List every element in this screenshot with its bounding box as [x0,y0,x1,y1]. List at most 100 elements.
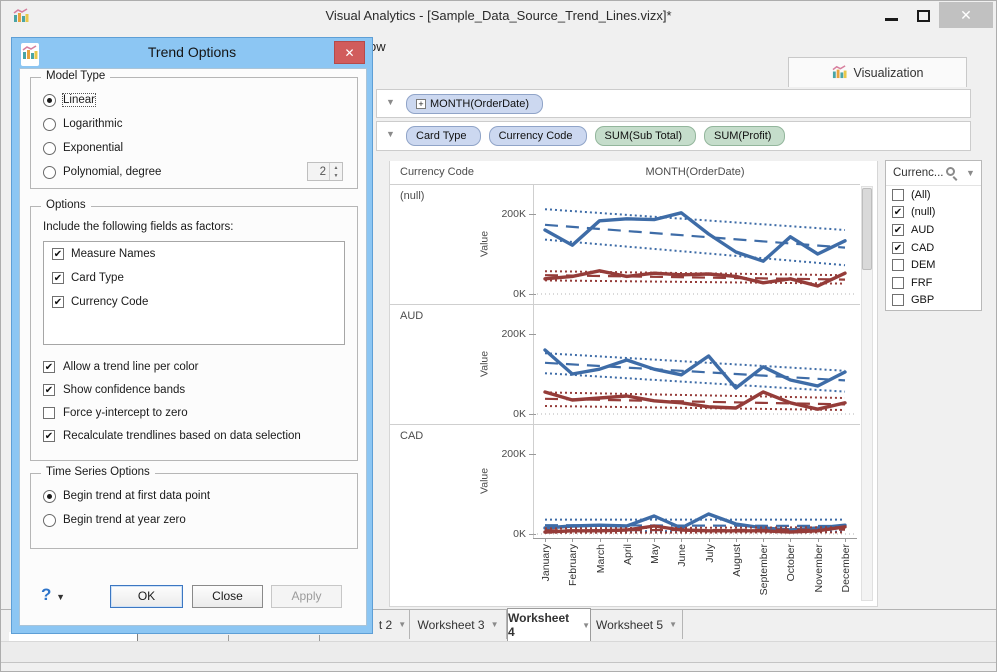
shelf-dropdown-icon[interactable]: ▼ [386,129,395,139]
panel-plot-null[interactable] [533,184,857,304]
chevron-down-icon[interactable]: ▼ [398,620,407,629]
checkbox-force-y-intercept-to-zero[interactable] [43,406,55,419]
y-tick-mark [529,454,536,455]
checkbox-dem[interactable] [892,259,904,272]
shelf-pill-month-orderdate[interactable]: + MONTH(OrderDate) [406,93,544,114]
chevron-down-icon[interactable]: ▼ [669,620,678,629]
filter-item-label: CAD [911,241,935,254]
model-type-option-logarithmic[interactable]: Logarithmic [43,116,357,132]
spinner-down-icon[interactable]: ▼ [333,172,339,179]
radio-linear[interactable] [43,93,56,107]
shelf-pill-sum-profit[interactable]: SUM(Profit) [703,126,786,146]
shelf-pill-card-type[interactable]: Card Type [406,126,481,146]
model-type-option-polynomial-degree[interactable]: Polynomial, degree 2 ▲ ▼ [43,162,357,181]
tab-t-2[interactable]: t 2 ▼ [376,610,410,639]
window-titlebar[interactable]: Visual Analytics - [Sample_Data_Source_T… [1,1,996,29]
filter-item-gbp[interactable]: GBP [886,292,981,310]
time-series-option-begin-trend-at-first-data-point[interactable]: Begin trend at first data point [43,488,357,504]
filter-item-all[interactable]: (All) [886,186,981,204]
ok-button[interactable]: OK [110,585,183,608]
menu-item-partial[interactable]: ow [369,39,386,54]
x-tick-mark [763,538,765,542]
filter-item-dem[interactable]: DEM [886,256,981,274]
radio-begin-trend-at-year-zero[interactable] [43,513,56,527]
filter-item-frf[interactable]: FRF [886,274,981,292]
checkbox-frf[interactable] [892,276,904,289]
model-type-group: Model Type Linear Logarithmic Exponential P… [30,70,358,189]
dialog-close-icon[interactable]: ✕ [334,41,365,64]
spinner-up-icon[interactable]: ▲ [333,164,339,171]
option-allow-a-trend-line-per-color[interactable]: ✔ Allow a trend line per color [43,359,357,374]
model-type-option-exponential[interactable]: Exponential [43,140,357,156]
model-type-option-linear[interactable]: Linear [43,92,357,108]
radio-logarithmic[interactable] [43,117,56,131]
x-tick-mark [572,538,574,542]
shelf-pill-sum-sub-total[interactable]: SUM(Sub Total) [594,126,696,146]
radio-label: Begin trend at year zero [63,514,186,526]
degree-spinner[interactable]: 2 ▲ ▼ [307,162,343,181]
option-show-confidence-bands[interactable]: ✔ Show confidence bands [43,382,357,397]
chevron-down-icon[interactable]: ▼ [490,620,499,629]
confidence-band-upper [544,526,846,530]
time-series-legend: Time Series Options [41,466,155,478]
filter-item-null[interactable]: ✔ (null) [886,204,981,222]
scrollbar-thumb[interactable] [862,188,872,270]
dialog-titlebar[interactable]: Trend Options ✕ [12,38,372,68]
filter-item-label: (All) [911,188,931,201]
panel-divider [390,304,860,305]
checkbox-card-type[interactable]: ✔ [52,272,64,284]
x-tick-mark [599,538,601,542]
maximize-button[interactable] [917,10,930,22]
close-button[interactable]: Close [192,585,263,608]
radio-polynomial-degree[interactable] [43,165,56,179]
factors-listbox[interactable]: ✔ Measure Names ✔ Card Type ✔ Currency Code [43,241,345,345]
y-axis-title: Value [478,467,491,495]
checkbox-show-confidence-bands[interactable]: ✔ [43,383,55,396]
factor-item-card-type[interactable]: ✔ Card Type [44,266,344,290]
series-line-blue [543,512,847,532]
y-axis-title: Value [478,350,491,378]
checkbox-currency-code[interactable]: ✔ [52,296,64,308]
radio-label: Polynomial, degree [63,166,162,178]
radio-label: Linear [62,93,96,107]
radio-exponential[interactable] [43,141,56,155]
factor-item-currency-code[interactable]: ✔ Currency Code [44,290,344,314]
filter-item-cad[interactable]: ✔ CAD [886,239,981,257]
tab-worksheet-3[interactable]: Worksheet 3 ▼ [410,610,507,639]
help-button[interactable]: ? ▼ [41,585,66,604]
window-title: Visual Analytics - [Sample_Data_Source_T… [325,8,672,23]
time-series-group: Time Series Options Begin trend at first… [30,466,358,549]
filter-item-aud[interactable]: ✔ AUD [886,221,981,239]
checkbox-measure-names[interactable]: ✔ [52,248,64,260]
shelf-dropdown-icon[interactable]: ▼ [386,97,395,107]
checkbox-all[interactable] [892,188,904,201]
option-force-y-intercept-to-zero[interactable]: Force y-intercept to zero [43,405,357,420]
factor-item-measure-names[interactable]: ✔ Measure Names [44,242,344,266]
checkbox-null[interactable]: ✔ [892,206,904,219]
checkbox-cad[interactable]: ✔ [892,241,904,254]
tab-label: Worksheet 5 [595,617,664,632]
tab-worksheet-5[interactable]: Worksheet 5 ▼ [591,610,683,639]
expand-icon[interactable]: + [416,98,426,109]
shelf-pill-currency-code[interactable]: Currency Code [488,126,587,146]
tab-worksheet-4[interactable]: Worksheet 4 ▼ [507,608,591,641]
close-window-button[interactable]: ✕ [939,2,993,28]
tab-visualization[interactable]: Visualization [788,57,967,87]
chevron-down-icon[interactable]: ▼ [582,620,590,630]
radio-begin-trend-at-first-data-point[interactable] [43,489,56,503]
chart-scrollbar[interactable] [861,186,873,601]
filter-item-label: FRF [911,276,933,289]
checkbox-gbp[interactable] [892,294,904,307]
checkbox-aud[interactable]: ✔ [892,223,904,236]
panel-plot-cad[interactable] [533,424,857,538]
option-recalculate-trendlines-based-on-data-selection[interactable]: ✔ Recalculate trendlines based on data se… [43,428,357,443]
minimize-button[interactable] [885,18,898,21]
checkbox-recalculate-trendlines-based-on-data-selection[interactable]: ✔ [43,429,55,442]
chevron-down-icon[interactable]: ▼ [966,168,975,178]
checkbox-allow-a-trend-line-per-color[interactable]: ✔ [43,360,55,373]
tab-separator [319,635,320,643]
time-series-option-begin-trend-at-year-zero[interactable]: Begin trend at year zero [43,512,357,528]
panel-plot-aud[interactable] [533,304,857,424]
radio-label: Logarithmic [63,118,123,130]
search-icon[interactable] [946,167,955,176]
